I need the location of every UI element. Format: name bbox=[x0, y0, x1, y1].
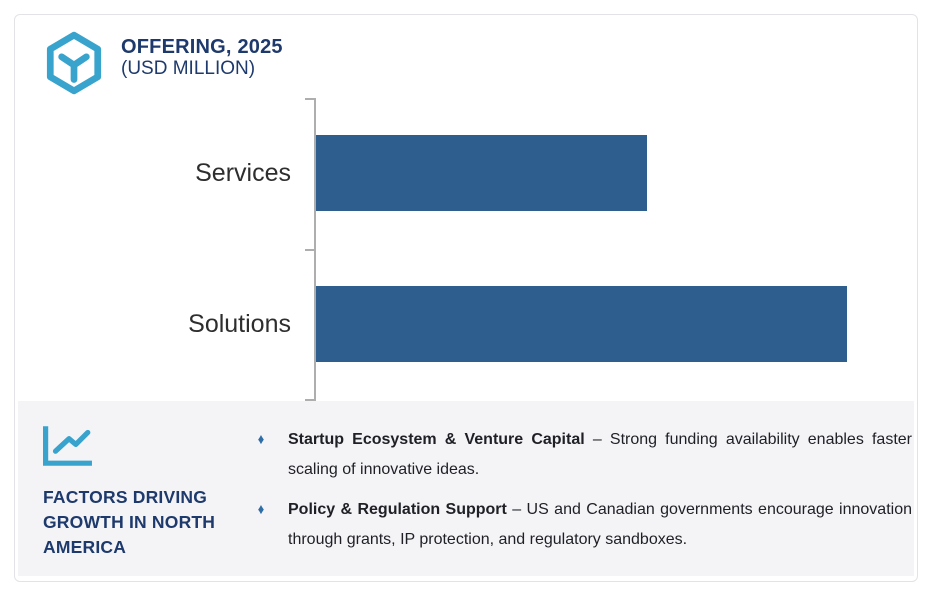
list-item: ♦ Startup Ecosystem & Venture Capital – … bbox=[256, 425, 912, 485]
factors-heading: FACTORS DRIVING GROWTH IN NORTH AMERICA bbox=[43, 487, 216, 557]
bar-services bbox=[316, 135, 647, 211]
bullet-bold-lead: Startup Ecosystem & Venture Capital bbox=[288, 431, 585, 448]
axis-tick-bottom bbox=[305, 399, 314, 401]
bullet-bold-lead: Policy & Regulation Support bbox=[288, 501, 507, 518]
chart-card: OFFERING, 2025 (USD MILLION) Services So… bbox=[14, 14, 918, 582]
bullet-text: Policy & Regulation Support – US and Can… bbox=[288, 495, 912, 555]
line-chart-icon bbox=[43, 426, 92, 466]
bullet-body: – Strong funding availability enables fa… bbox=[288, 431, 913, 478]
category-label-services: Services bbox=[195, 159, 291, 187]
bullet-text: Startup Ecosystem & Venture Capital – St… bbox=[288, 425, 912, 485]
axis-tick-middle bbox=[305, 248, 314, 251]
hexagon-package-icon bbox=[46, 31, 102, 95]
category-label-solutions: Solutions bbox=[188, 310, 291, 338]
diamond-bullet-icon: ♦ bbox=[257, 501, 265, 518]
chart-title: OFFERING, 2025 bbox=[121, 36, 283, 58]
bar-chart-plot-area bbox=[305, 98, 896, 401]
axis-tick-top bbox=[305, 98, 314, 100]
bar-solutions bbox=[316, 286, 847, 362]
diamond-bullet-icon: ♦ bbox=[257, 431, 265, 448]
chart-header: OFFERING, 2025 (USD MILLION) bbox=[121, 36, 283, 80]
chart-subtitle: (USD MILLION) bbox=[121, 58, 256, 79]
factors-panel: FACTORS DRIVING GROWTH IN NORTH AMERICA … bbox=[18, 401, 914, 576]
list-item: ♦ Policy & Regulation Support – US and C… bbox=[256, 495, 912, 555]
factors-bullet-list: ♦ Startup Ecosystem & Venture Capital – … bbox=[256, 425, 912, 565]
bullet-body: – US and Canadian governments encourage … bbox=[288, 501, 913, 548]
